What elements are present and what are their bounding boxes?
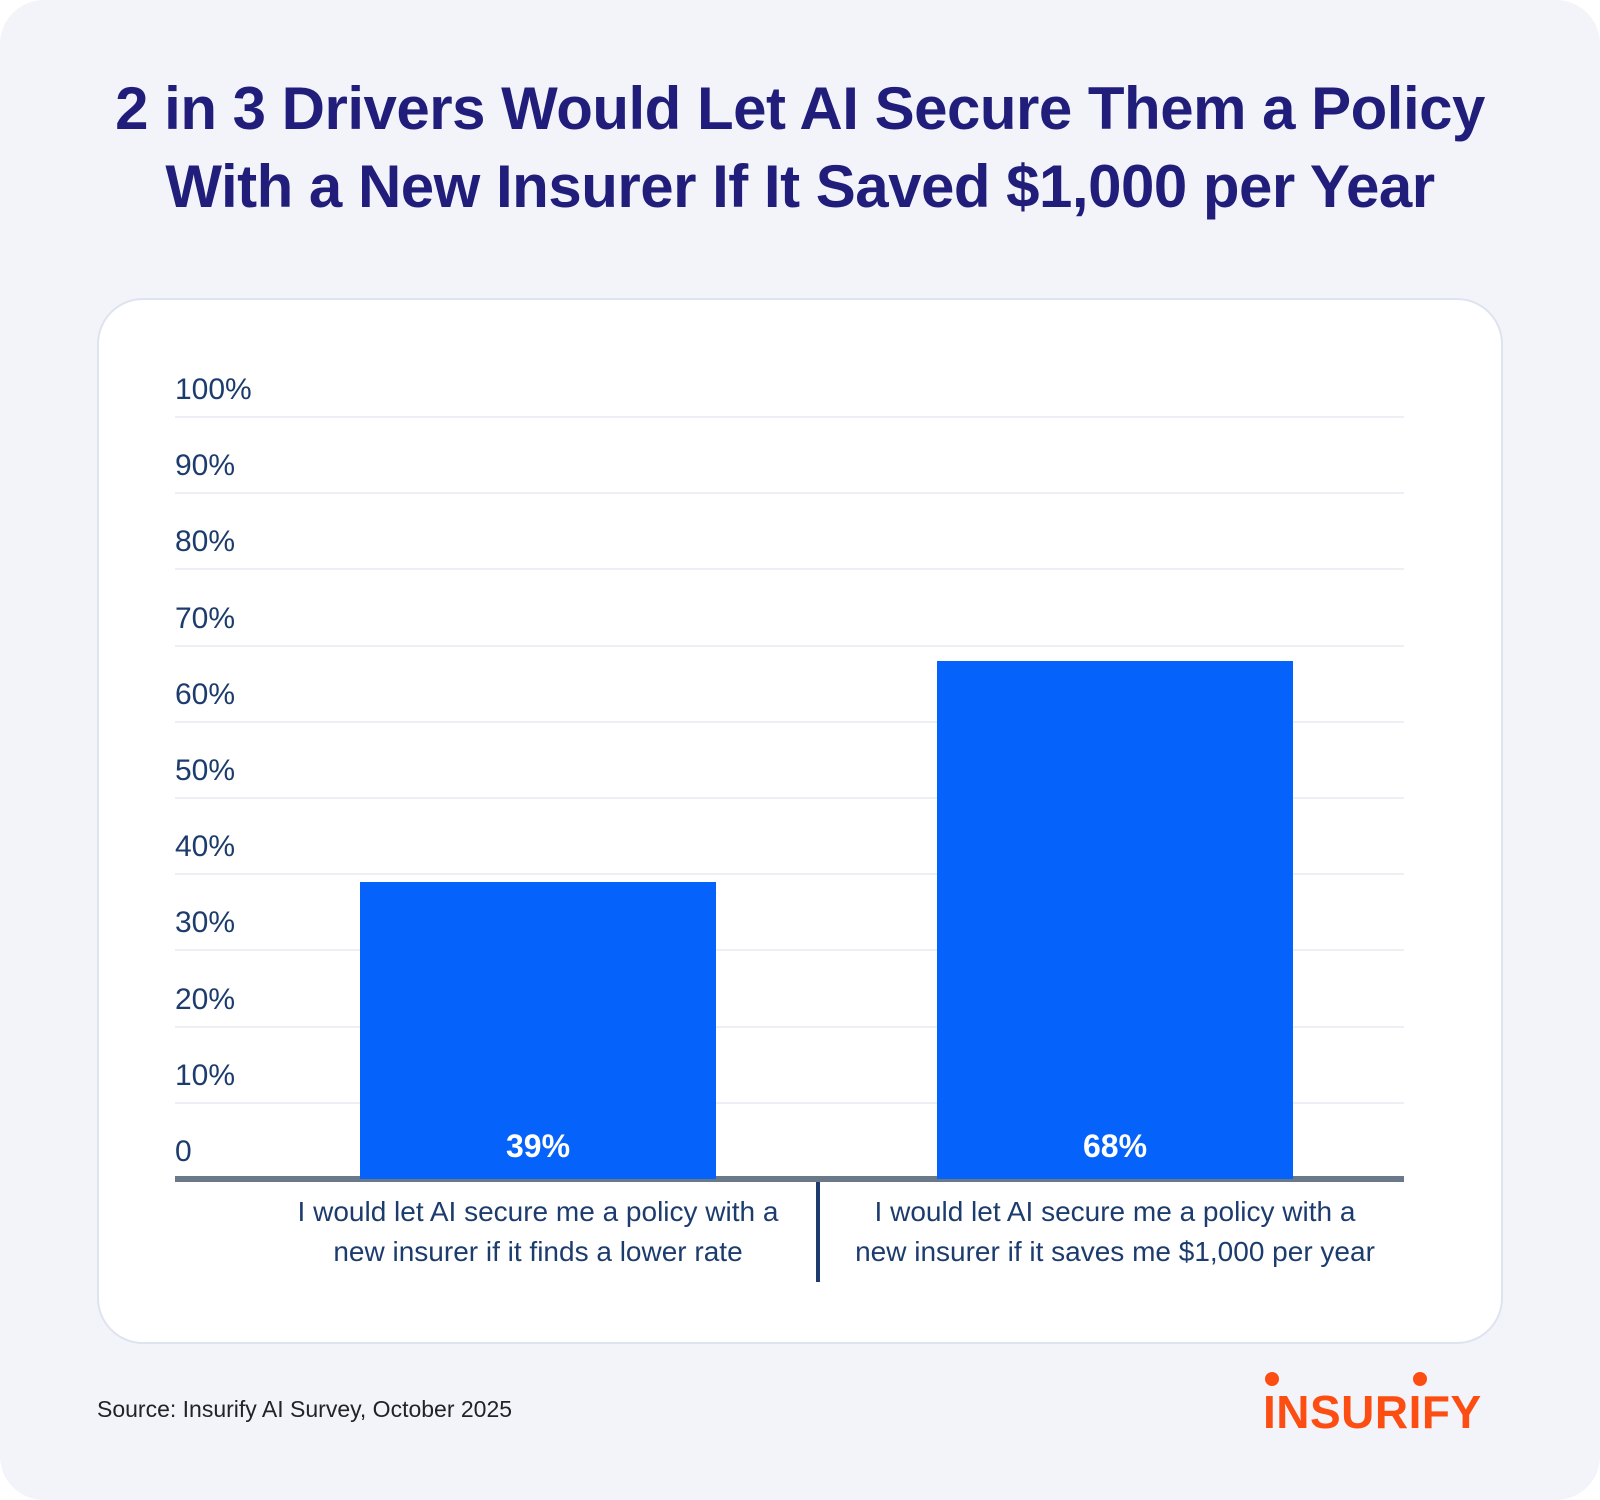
category-divider-line [816, 1182, 820, 1282]
bar-value-label: 68% [1082, 1127, 1148, 1164]
insurify-logo: INSURIFY [1263, 1372, 1493, 1442]
category-label-line: new insurer if it finds a lower rate [333, 1236, 743, 1267]
y-tick-label-90: 90% [175, 449, 236, 483]
bar-1: 39% [360, 881, 716, 1179]
y-tick-label-70: 70% [175, 601, 236, 635]
page-title: 2 in 3 Drivers Would Let AI Secure Them … [0, 70, 1600, 226]
gridline-60 [175, 720, 1404, 723]
y-tick-label-40: 40% [175, 830, 236, 864]
y-tick-label-10: 10% [175, 1058, 236, 1092]
category-label-line: I would let AI secure me a policy with a [297, 1196, 779, 1227]
gridline-30 [175, 949, 1404, 952]
y-tick-label-20: 20% [175, 982, 236, 1016]
source-note: Source: Insurify AI Survey, October 2025 [97, 1396, 513, 1422]
x-axis-line [175, 1176, 1404, 1182]
page-title-line-2: With a New Insurer If It Saved $1,000 pe… [165, 153, 1435, 220]
category-label-1: I would let AI secure me a policy with a… [228, 1192, 848, 1272]
gridline-90 [175, 492, 1404, 495]
category-label-2: I would let AI secure me a policy with a… [805, 1192, 1425, 1272]
category-label-line: I would let AI secure me a policy with a [874, 1196, 1356, 1227]
bar-value-label: 39% [505, 1127, 571, 1164]
logo-i-dot-icon [1413, 1372, 1427, 1386]
y-tick-label-30: 30% [175, 906, 236, 940]
bar-2: 68% [937, 660, 1293, 1179]
gridline-70 [175, 644, 1404, 647]
page-title-line-1: 2 in 3 Drivers Would Let AI Secure Them … [115, 75, 1485, 142]
gridline-80 [175, 568, 1404, 571]
gridline-50 [175, 797, 1404, 799]
y-tick-label-60: 60% [175, 677, 236, 711]
y-tick-label-100: 100% [175, 373, 252, 406]
logo-i-dot-icon [1265, 1372, 1279, 1386]
y-tick-label-0: 0 [175, 1135, 192, 1168]
gridline-100 [175, 416, 1404, 418]
gridline-20 [175, 1025, 1404, 1028]
y-tick-label-80: 80% [175, 525, 236, 559]
logo-wordmark: INSURIFY [1263, 1386, 1482, 1438]
category-label-line: new insurer if it saves me $1,000 per ye… [855, 1236, 1375, 1267]
gridline-40 [175, 873, 1404, 876]
y-tick-label-50: 50% [175, 754, 236, 787]
gridline-10 [175, 1101, 1404, 1104]
